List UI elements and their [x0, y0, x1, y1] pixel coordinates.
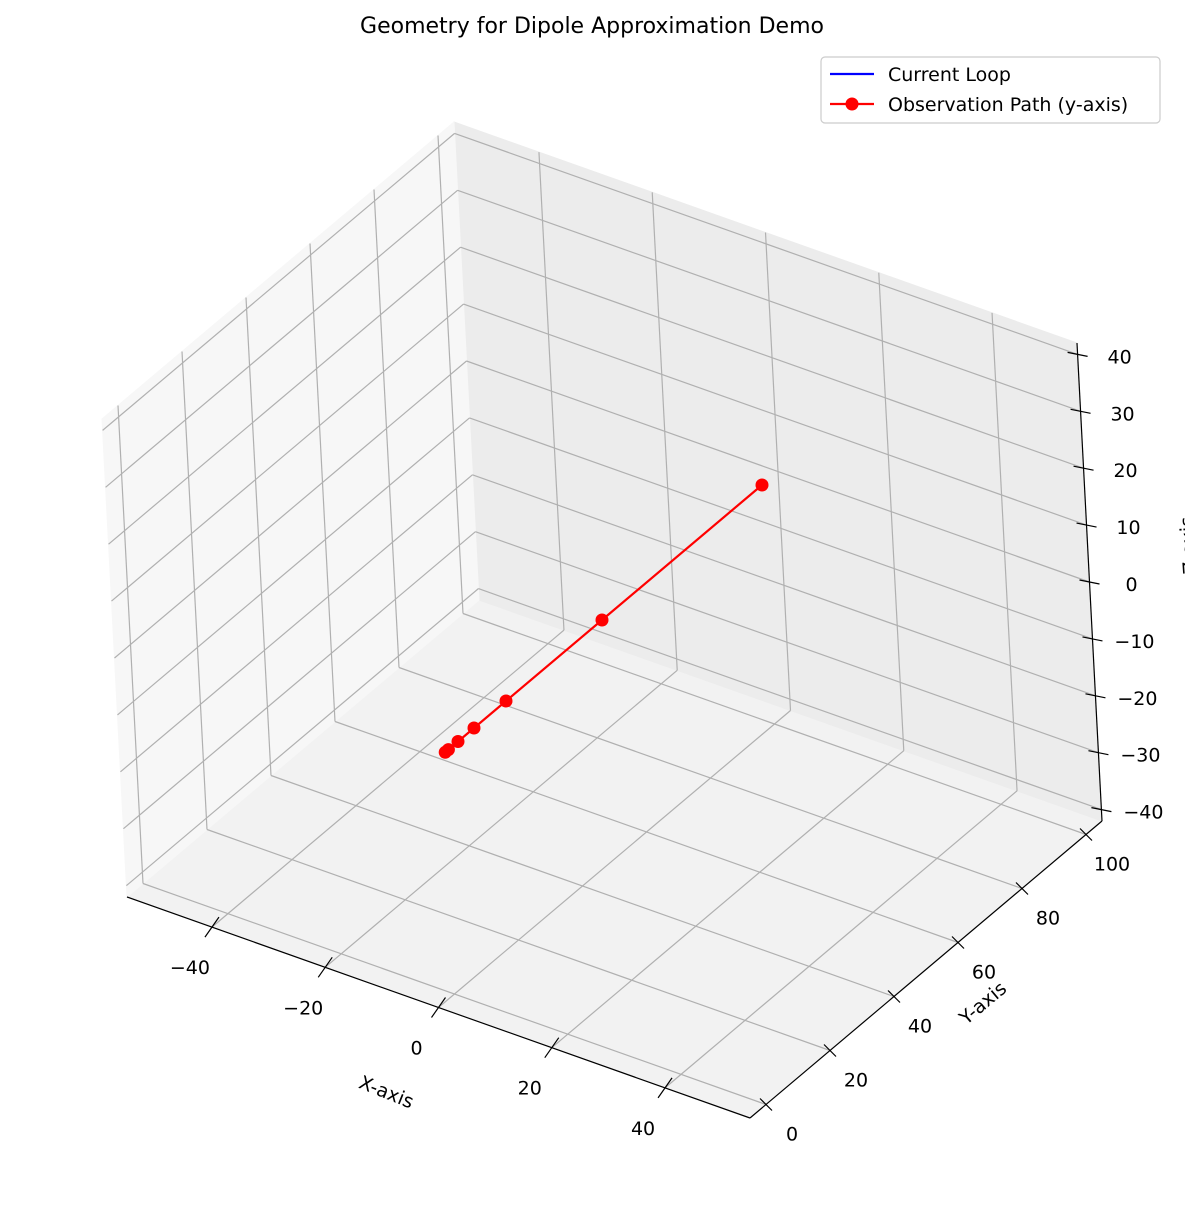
z-grid-left — [102, 132, 455, 431]
y-tick-label: 100 — [1094, 854, 1130, 876]
z-grid-back — [460, 246, 1084, 469]
z-tick-mark — [1088, 750, 1109, 756]
x-grid-floor — [438, 710, 791, 1008]
x-tick-label: 40 — [631, 1118, 655, 1140]
z-grid-back — [469, 417, 1093, 640]
z-grid-left — [108, 246, 461, 545]
y-tick-mark — [887, 990, 901, 1003]
z-grid-left — [123, 531, 476, 830]
y-tick-mark — [759, 1098, 773, 1111]
z-grid-left — [126, 588, 479, 887]
y-grid-floor — [270, 774, 895, 998]
x-tick-mark — [204, 916, 220, 938]
data-point — [441, 743, 455, 757]
z-tick-label: 20 — [1113, 460, 1137, 482]
data-point — [499, 694, 513, 708]
x-tick-mark — [317, 956, 333, 978]
y-axis-line — [749, 820, 1103, 1119]
y-tick-label: 40 — [908, 1016, 932, 1038]
z-tick-mark — [1085, 693, 1106, 699]
y-tick-label: 60 — [972, 962, 996, 984]
z-tick-mark — [1079, 579, 1100, 585]
grid-lines — [102, 132, 1102, 1106]
z-grid-back — [463, 303, 1087, 526]
x-grid-floor — [211, 629, 565, 928]
z-tick-label: 10 — [1116, 517, 1140, 539]
legend-label: Observation Path (y-axis) — [888, 94, 1128, 116]
z-tick-label: 0 — [1125, 574, 1137, 596]
z-grid-back — [472, 474, 1096, 697]
z-tick-mark — [1082, 636, 1103, 642]
z-tick-label: −10 — [1114, 631, 1154, 653]
legend-swatch-marker — [845, 97, 859, 111]
x-tick-mark — [657, 1077, 673, 1099]
z-tick-mark — [1070, 408, 1091, 414]
x-tick-mark — [431, 997, 446, 1018]
z-grid-left — [114, 360, 467, 659]
series-layer — [438, 478, 769, 759]
z-grid-back — [475, 531, 1099, 754]
z-grid-back — [478, 588, 1102, 811]
x-grid-floor — [551, 750, 905, 1049]
legend: Current Loop Observation Path (y-axis) — [820, 56, 1161, 124]
x-grid-floor — [324, 669, 678, 968]
data-point — [595, 613, 609, 627]
y-tick-label: 0 — [786, 1124, 798, 1146]
x-tick-label: 0 — [410, 1038, 422, 1060]
data-point — [451, 735, 465, 748]
data-point — [467, 721, 481, 735]
z-tick-label: −40 — [1123, 802, 1163, 824]
y-tick-mark — [951, 936, 965, 949]
y-grid-floor — [142, 882, 767, 1106]
y-grid-floor — [206, 828, 831, 1052]
z-grid-left — [111, 303, 464, 602]
z-grid-left — [117, 417, 470, 716]
legend-frame — [820, 56, 1161, 124]
z-grid-back — [454, 132, 1078, 355]
x-tick-label: −40 — [170, 957, 210, 979]
z-tick-label: 30 — [1110, 403, 1134, 425]
y-tick-mark — [1079, 828, 1093, 841]
x-tick-label: 20 — [518, 1078, 542, 1100]
x-tick-mark — [544, 1037, 560, 1059]
z-grid-back — [457, 189, 1081, 412]
y-axis-title: Y-axis — [955, 978, 1011, 1030]
z-axis-title: Z-axis — [1176, 516, 1185, 575]
chart-title: Geometry for Dipole Approximation Demo — [360, 14, 824, 39]
y-tick-mark — [1015, 882, 1029, 895]
z-tick-mark — [1091, 807, 1112, 813]
x-grid-floor — [664, 790, 1018, 1089]
y-grid-floor — [334, 720, 959, 944]
z-tick-label: −30 — [1120, 745, 1160, 767]
z-grid-left — [120, 474, 473, 773]
z-grid-back — [466, 360, 1090, 583]
x-axis-title: X-axis — [356, 1072, 417, 1114]
z-tick-mark — [1073, 465, 1094, 471]
legend-label: Current Loop — [888, 64, 1011, 86]
z-grid-left — [105, 189, 458, 488]
z-tick-label: 40 — [1108, 346, 1132, 368]
data-point — [755, 478, 769, 492]
z-tick-mark — [1076, 522, 1097, 528]
z-tick-mark — [1067, 351, 1088, 357]
x-tick-label: −20 — [283, 997, 323, 1019]
y-tick-label: 20 — [844, 1070, 868, 1092]
z-tick-label: −20 — [1117, 688, 1157, 710]
y-tick-mark — [823, 1044, 837, 1057]
y-tick-label: 80 — [1036, 908, 1060, 930]
tick-marks: −40 −20 0 20 40 0 20 40 60 80 100 −40 −30 −20 −10 0 10 20… — [170, 346, 1164, 1145]
